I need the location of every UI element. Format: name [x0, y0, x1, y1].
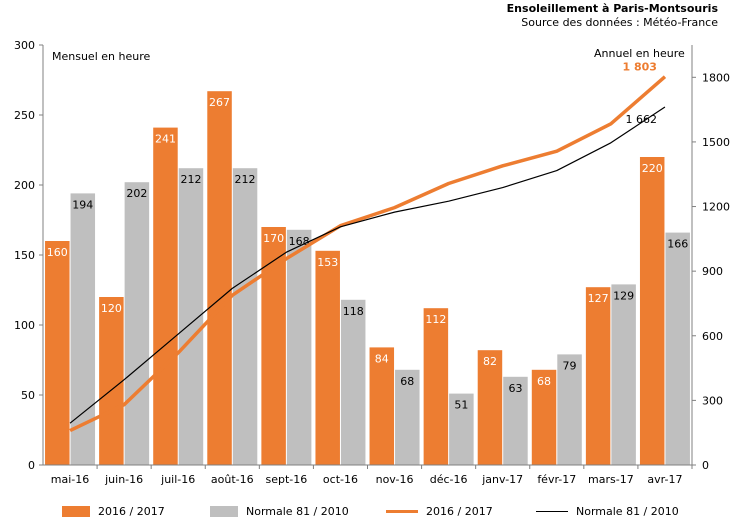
legend-swatch [536, 510, 568, 512]
annotation-total-normal: 1 662 [625, 113, 657, 126]
y-tick-label-left: 150 [14, 249, 35, 262]
data-label-actual: 153 [317, 256, 338, 269]
legend-label: 2016 / 2017 [98, 504, 165, 518]
bar-normal [503, 376, 528, 465]
x-tick-label: févr-17 [537, 473, 576, 486]
data-label-normal: 168 [289, 235, 310, 248]
y-tick-label-right: 600 [702, 330, 723, 343]
y-tick-label-right: 1500 [702, 136, 730, 149]
legend-item-bar-2016-2017: 2016 / 2017 [62, 500, 165, 522]
data-label-actual: 68 [537, 375, 551, 388]
bar-actual [45, 241, 70, 465]
y-tick-label-left: 300 [14, 39, 35, 52]
data-label-normal: 166 [667, 238, 688, 251]
bar-normal [665, 232, 690, 465]
bar-actual [207, 91, 232, 465]
y-tick-label-left: 100 [14, 319, 35, 332]
chart-title: Ensoleillement à Paris-Montsouris [506, 2, 718, 15]
data-label-normal: 63 [508, 382, 522, 395]
legend-label: Normale 81 / 2010 [246, 504, 349, 518]
y-tick-label-right: 300 [702, 394, 723, 407]
data-label-actual: 82 [483, 355, 497, 368]
annotation-total-actual: 1 803 [623, 61, 657, 74]
bar-normal [611, 284, 636, 465]
data-label-normal: 118 [343, 305, 364, 318]
bar-normal [395, 369, 420, 465]
x-tick-label: avr-17 [647, 473, 682, 486]
data-label-actual: 84 [375, 352, 389, 365]
data-label-actual: 127 [588, 292, 609, 305]
legend-swatch [386, 509, 418, 513]
data-label-normal: 68 [400, 375, 414, 388]
bar-actual [585, 287, 611, 465]
bar-actual [477, 350, 503, 465]
bar-actual [639, 157, 665, 465]
legend-label: 2016 / 2017 [426, 504, 493, 518]
y-tick-label-left: 0 [28, 459, 35, 472]
data-label-actual: 241 [155, 133, 176, 146]
bar-actual [315, 250, 340, 465]
legend-swatch [62, 505, 90, 517]
chart-source: Source des données : Météo-France [521, 16, 718, 29]
legend-item-line-2016-2017: 2016 / 2017 [386, 500, 493, 522]
legend-swatch [210, 505, 238, 517]
x-tick-label: nov-16 [376, 473, 414, 486]
bar-normal [124, 182, 150, 465]
legend: 2016 / 2017 Normale 81 / 2010 2016 / 201… [0, 500, 730, 522]
x-tick-label: sept-16 [265, 473, 307, 486]
x-tick-label: déc-16 [430, 473, 468, 486]
bar-normal [340, 299, 366, 465]
bar-normal [232, 168, 258, 465]
line-cumulative-actual [69, 75, 667, 433]
x-tick-label: août-16 [211, 473, 254, 486]
bar-actual [369, 347, 395, 465]
data-label-actual: 170 [263, 232, 284, 245]
y-tick-label-left: 250 [14, 109, 35, 122]
data-label-actual: 120 [101, 302, 122, 315]
bar-actual [423, 308, 449, 465]
data-label-actual: 220 [642, 162, 663, 175]
data-label-actual: 112 [425, 313, 446, 326]
x-tick-label: juil-16 [160, 473, 195, 486]
y-tick-label-left: 200 [14, 179, 35, 192]
bar-normal [557, 354, 582, 465]
x-tick-label: mai-16 [51, 473, 89, 486]
legend-item-bar-normale: Normale 81 / 2010 [210, 500, 349, 522]
data-label-actual: 267 [209, 96, 230, 109]
data-label-normal: 51 [454, 399, 468, 412]
y-tick-label-right: 1200 [702, 201, 730, 214]
legend-label: Normale 81 / 2010 [576, 504, 679, 518]
x-tick-label: janv-17 [481, 473, 523, 486]
data-label-normal: 129 [613, 289, 634, 302]
bar-normal [449, 393, 474, 465]
data-label-normal: 194 [72, 198, 93, 211]
data-label-normal: 202 [126, 187, 147, 200]
chart-canvas: 160 120 241 267 170 153 84 112 82 68 127 220 194 202 2… [14, 39, 730, 486]
data-label-normal: 79 [563, 359, 577, 372]
line-cumulative-normal [69, 106, 666, 424]
y-tick-label-right: 1800 [702, 71, 730, 84]
data-label-actual: 160 [47, 246, 68, 259]
bar-actual [531, 369, 557, 465]
legend-item-line-normale: Normale 81 / 2010 [536, 500, 679, 522]
y-tick-label-right: 0 [702, 459, 709, 472]
y-tick-label-left: 50 [21, 389, 35, 402]
x-tick-label: juin-16 [104, 473, 143, 486]
right-axis-title: Annuel en heure [594, 47, 685, 60]
x-tick-label: oct-16 [323, 473, 358, 486]
data-label-normal: 212 [235, 173, 256, 186]
left-axis-title: Mensuel en heure [52, 50, 151, 63]
bar-normal [286, 229, 312, 465]
bar-actual [153, 127, 178, 465]
bar-actual [99, 297, 124, 465]
data-label-normal: 212 [180, 173, 201, 186]
y-tick-label-right: 900 [702, 265, 723, 278]
x-tick-label: mars-17 [588, 473, 634, 486]
